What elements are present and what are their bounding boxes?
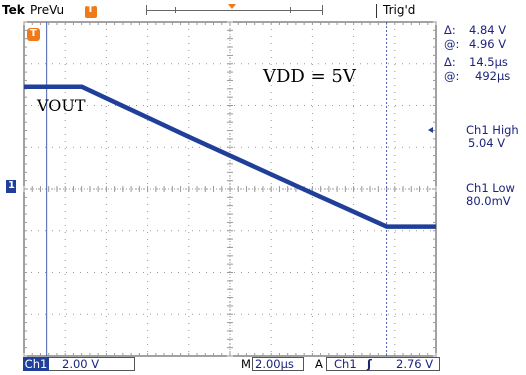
channel1-ground-marker[interactable] xyxy=(6,180,16,193)
brand-label: Tek xyxy=(2,3,25,17)
ch1-high-label: Ch1 High xyxy=(466,123,519,137)
vout-trace-line xyxy=(24,84,436,229)
ch1-high-arrow-icon xyxy=(428,127,433,133)
record-view-tick-2 xyxy=(290,7,291,13)
trigger-status-separator xyxy=(376,4,377,18)
record-view-tick-1 xyxy=(175,7,176,13)
waveform-trace xyxy=(24,84,436,229)
trigger-mode-label: A xyxy=(315,357,323,371)
trigger-position-marker-screen[interactable] xyxy=(27,28,40,41)
acquisition-mode-label: PreVu xyxy=(30,3,65,17)
volts-per-div-value: 2.00 V xyxy=(62,357,100,371)
trigger-position-marker-top-glyph: T xyxy=(87,4,94,15)
channel-label[interactable]: Ch1 xyxy=(23,357,49,371)
trigger-status-label: Trig'd xyxy=(383,3,416,17)
record-view-bar xyxy=(146,10,322,11)
time-at-value: 492µs xyxy=(475,69,511,83)
voltage-delta-value: 4.84 V xyxy=(469,23,507,37)
time-per-div-value: 2.00µs xyxy=(255,357,294,371)
record-view-bracket-left xyxy=(146,5,149,15)
time-per-div-box[interactable]: 2.00µs xyxy=(252,357,304,371)
trigger-level-value: 2.76 V xyxy=(396,357,434,371)
horizontal-prefix: M xyxy=(241,357,251,371)
ch1-low-label: Ch1 Low xyxy=(466,181,515,195)
voltage-at-symbol: @: xyxy=(444,37,460,51)
ch1-low-value: 80.0mV xyxy=(466,194,511,208)
record-view-trigger-marker xyxy=(228,4,236,9)
ch1-high-value: 5.04 V xyxy=(468,136,506,150)
channel1-ground-marker-glyph: 1 xyxy=(8,180,15,191)
voltage-at-value: 4.96 V xyxy=(469,37,507,51)
voltage-delta-symbol: Δ: xyxy=(444,23,456,37)
time-delta-value: 14.5µs xyxy=(469,55,508,69)
graticule xyxy=(23,21,437,357)
supply-voltage-label: VDD = 5V xyxy=(263,66,356,87)
trigger-source: Ch1 xyxy=(334,357,357,371)
trigger-settings-box[interactable] xyxy=(326,357,440,371)
trigger-slope-icon: ʃ xyxy=(367,357,372,371)
time-at-symbol: @: xyxy=(444,69,460,83)
record-view-bracket-right xyxy=(320,5,323,15)
signal-name-label: VOUT xyxy=(37,96,86,115)
time-delta-symbol: Δ: xyxy=(444,55,456,69)
cursor-lines[interactable] xyxy=(46,22,388,356)
trigger-position-marker-screen-glyph: T xyxy=(30,28,37,39)
trigger-position-marker-top[interactable] xyxy=(85,6,97,18)
